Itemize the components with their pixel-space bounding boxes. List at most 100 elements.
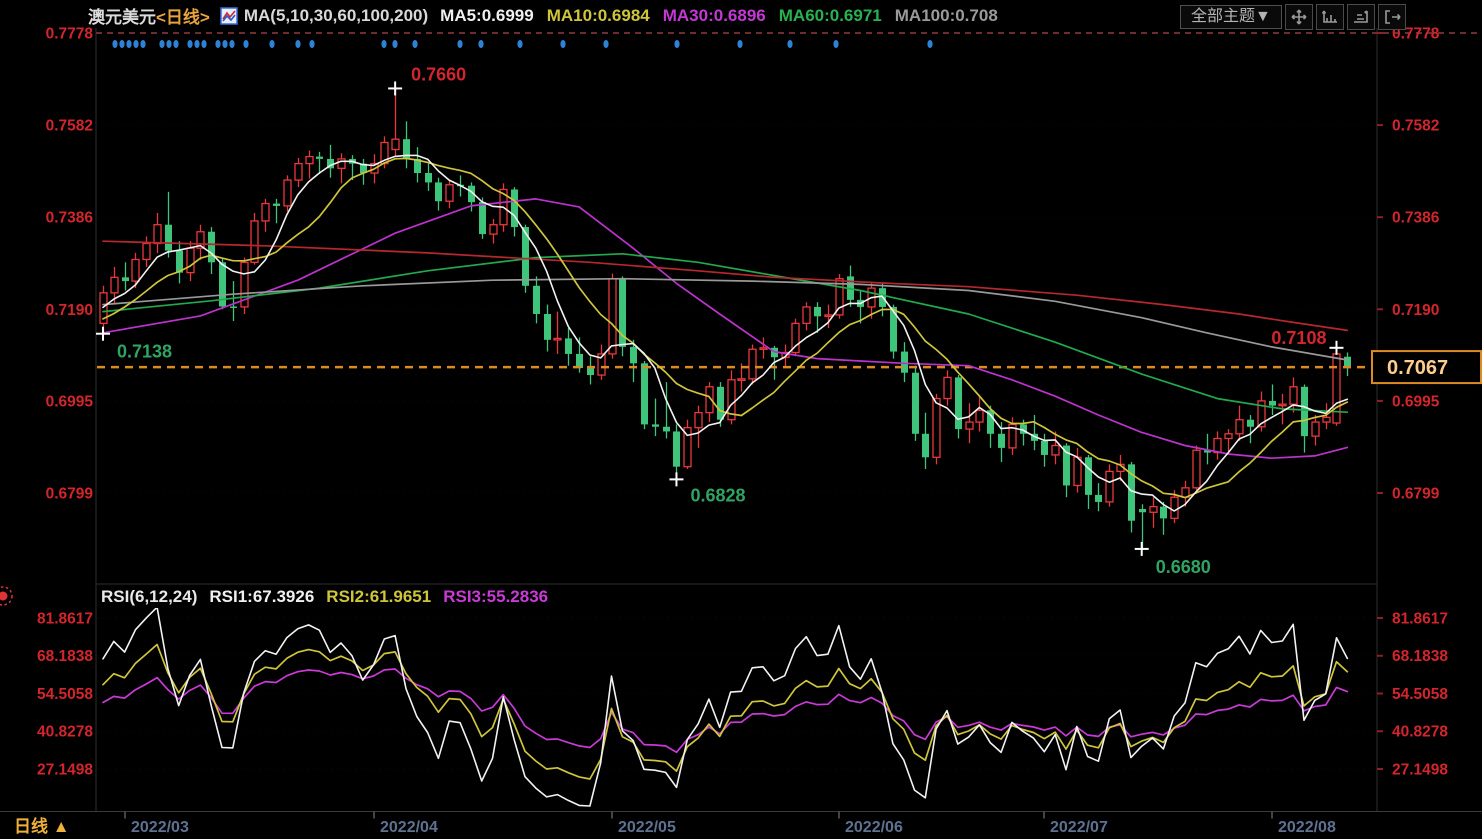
axis-scale-left-icon[interactable] bbox=[1315, 4, 1344, 30]
current-price-badge: 0.7067 bbox=[1371, 350, 1482, 385]
event-dot bbox=[517, 40, 523, 48]
candle-down bbox=[403, 139, 410, 159]
candle-up bbox=[1322, 416, 1331, 423]
high-price-annotation: 0.7108 bbox=[1271, 328, 1326, 348]
event-dot bbox=[295, 40, 301, 48]
main-chart-header: 澳元美元 <日线> MA(5,10,30,60,100,200) MA5:0.6999… bbox=[88, 3, 1011, 28]
pan-move-icon[interactable] bbox=[1284, 4, 1313, 30]
candle-down bbox=[208, 231, 215, 263]
candle-down bbox=[1085, 457, 1092, 495]
candle-down bbox=[1041, 440, 1048, 455]
news-event-dots[interactable] bbox=[112, 40, 933, 48]
candle-up bbox=[1311, 421, 1320, 437]
event-dot bbox=[222, 40, 228, 48]
candle-up bbox=[250, 220, 259, 263]
candle-down bbox=[955, 377, 962, 430]
ma-value-label: MA30:0.6896 bbox=[662, 5, 766, 25]
event-dot bbox=[457, 40, 463, 48]
event-dot bbox=[674, 40, 680, 48]
candle-down bbox=[1247, 419, 1254, 427]
price-axis-label: 0.6995 bbox=[1392, 393, 1440, 410]
price-axis-label: 0.6995 bbox=[46, 393, 94, 410]
time-axis: 2022/03 2022/04 2022/05 2022/06 2022/07 2022/… bbox=[14, 811, 1336, 836]
time-axis-label[interactable]: 2022/08 bbox=[1278, 819, 1336, 836]
candle-up bbox=[1224, 433, 1233, 440]
event-dot bbox=[112, 40, 118, 48]
ma-value-label: MA60:0.6971 bbox=[778, 5, 882, 25]
axis-scale-right-icon[interactable] bbox=[1346, 4, 1375, 30]
candle-down bbox=[511, 189, 518, 228]
event-dot bbox=[560, 40, 566, 48]
candle-up bbox=[445, 184, 454, 202]
candle-up bbox=[1105, 470, 1114, 503]
candle-down bbox=[1095, 494, 1102, 502]
time-axis-label[interactable]: 2022/07 bbox=[1050, 819, 1108, 836]
theme-dropdown-button[interactable]: 全部主题▼ bbox=[1180, 5, 1282, 29]
rsi-lines bbox=[102, 608, 1349, 807]
event-dot bbox=[309, 40, 315, 48]
candle-down bbox=[717, 386, 724, 420]
candle-up bbox=[294, 162, 303, 181]
indicator-marker-icon[interactable] bbox=[0, 586, 13, 606]
candle-up bbox=[1213, 437, 1222, 454]
candle-down bbox=[219, 262, 226, 307]
event-dot bbox=[133, 40, 139, 48]
candle-down bbox=[1020, 424, 1027, 434]
candle-up bbox=[131, 258, 140, 282]
symbol-title: 澳元美元 bbox=[88, 8, 156, 27]
ma30-line bbox=[102, 198, 1349, 460]
candle-up bbox=[835, 278, 844, 316]
rsi-axis-label: 40.8278 bbox=[37, 724, 93, 741]
rsi-axis-labels: 81.8617 81.8617 68.1838 68.1838 54.5058 54.50… bbox=[37, 611, 1448, 779]
event-dot bbox=[201, 40, 207, 48]
price-axis-label: 0.6799 bbox=[1392, 486, 1440, 503]
candle-up bbox=[489, 224, 498, 235]
candle-up bbox=[1149, 505, 1158, 513]
candle-up bbox=[153, 224, 162, 245]
candle-down bbox=[814, 306, 821, 317]
candle-down bbox=[1063, 445, 1070, 486]
time-axis-label[interactable]: 2022/06 bbox=[845, 819, 903, 836]
exit-chart-icon[interactable] bbox=[1377, 4, 1406, 30]
time-axis-label[interactable]: 2022/04 bbox=[380, 819, 438, 836]
time-axis-label[interactable]: 2022/05 bbox=[618, 819, 676, 836]
candle-down bbox=[673, 431, 680, 467]
candle-up bbox=[943, 376, 952, 400]
candle-down bbox=[641, 363, 648, 425]
rsi1-line bbox=[102, 608, 1349, 807]
candle-up bbox=[727, 379, 736, 421]
rsi-axis-label: 68.1838 bbox=[37, 648, 93, 665]
event-dot bbox=[166, 40, 172, 48]
chart-logo-icon[interactable] bbox=[220, 6, 238, 25]
rsi-values-group: RSI1:67.3926 RSI2:61.9651 RSI3:55.2836 bbox=[209, 587, 560, 606]
time-axis-label[interactable]: 2022/03 bbox=[131, 819, 189, 836]
price-axis-left: 0.7778 0.7582 0.7386 0.7190 0.6995 0.6799 bbox=[46, 26, 94, 503]
event-dot bbox=[478, 40, 484, 48]
rsi-value-label: RSI2:61.9651 bbox=[326, 587, 432, 606]
ma-value-label: MA5:0.6999 bbox=[440, 5, 534, 25]
period-tag: <日线> bbox=[156, 8, 210, 27]
low-price-annotation: 0.6828 bbox=[690, 485, 745, 505]
event-dot bbox=[243, 40, 249, 48]
candle-up bbox=[1257, 400, 1266, 428]
candle-down bbox=[998, 433, 1005, 448]
current-price-value: 0.7067 bbox=[1387, 357, 1448, 379]
ma-parameters-label: MA(5,10,30,60,100,200) bbox=[243, 5, 429, 25]
candle-up bbox=[99, 292, 108, 325]
rsi-value-label: RSI3:55.2836 bbox=[443, 587, 549, 606]
chart-toolbar: 全部主题▼ bbox=[1180, 4, 1406, 30]
ma-value-label: MA100:0.708 bbox=[894, 5, 998, 25]
ma-values-group: MA5:0.6999 MA10:0.6984 MA30:0.6896 MA60:0.6… bbox=[440, 6, 1011, 26]
price-axis-label: 0.7386 bbox=[46, 210, 94, 227]
candle-down bbox=[1269, 400, 1276, 406]
ma10-line bbox=[102, 157, 1349, 499]
event-dot bbox=[392, 40, 398, 48]
event-dot bbox=[159, 40, 165, 48]
period-selector-label[interactable]: 日线 ▲ bbox=[14, 816, 70, 836]
rsi-axis-label: 40.8278 bbox=[1392, 724, 1448, 741]
candle-down bbox=[652, 424, 659, 427]
candle-up bbox=[737, 378, 746, 381]
candle-down bbox=[176, 250, 183, 273]
